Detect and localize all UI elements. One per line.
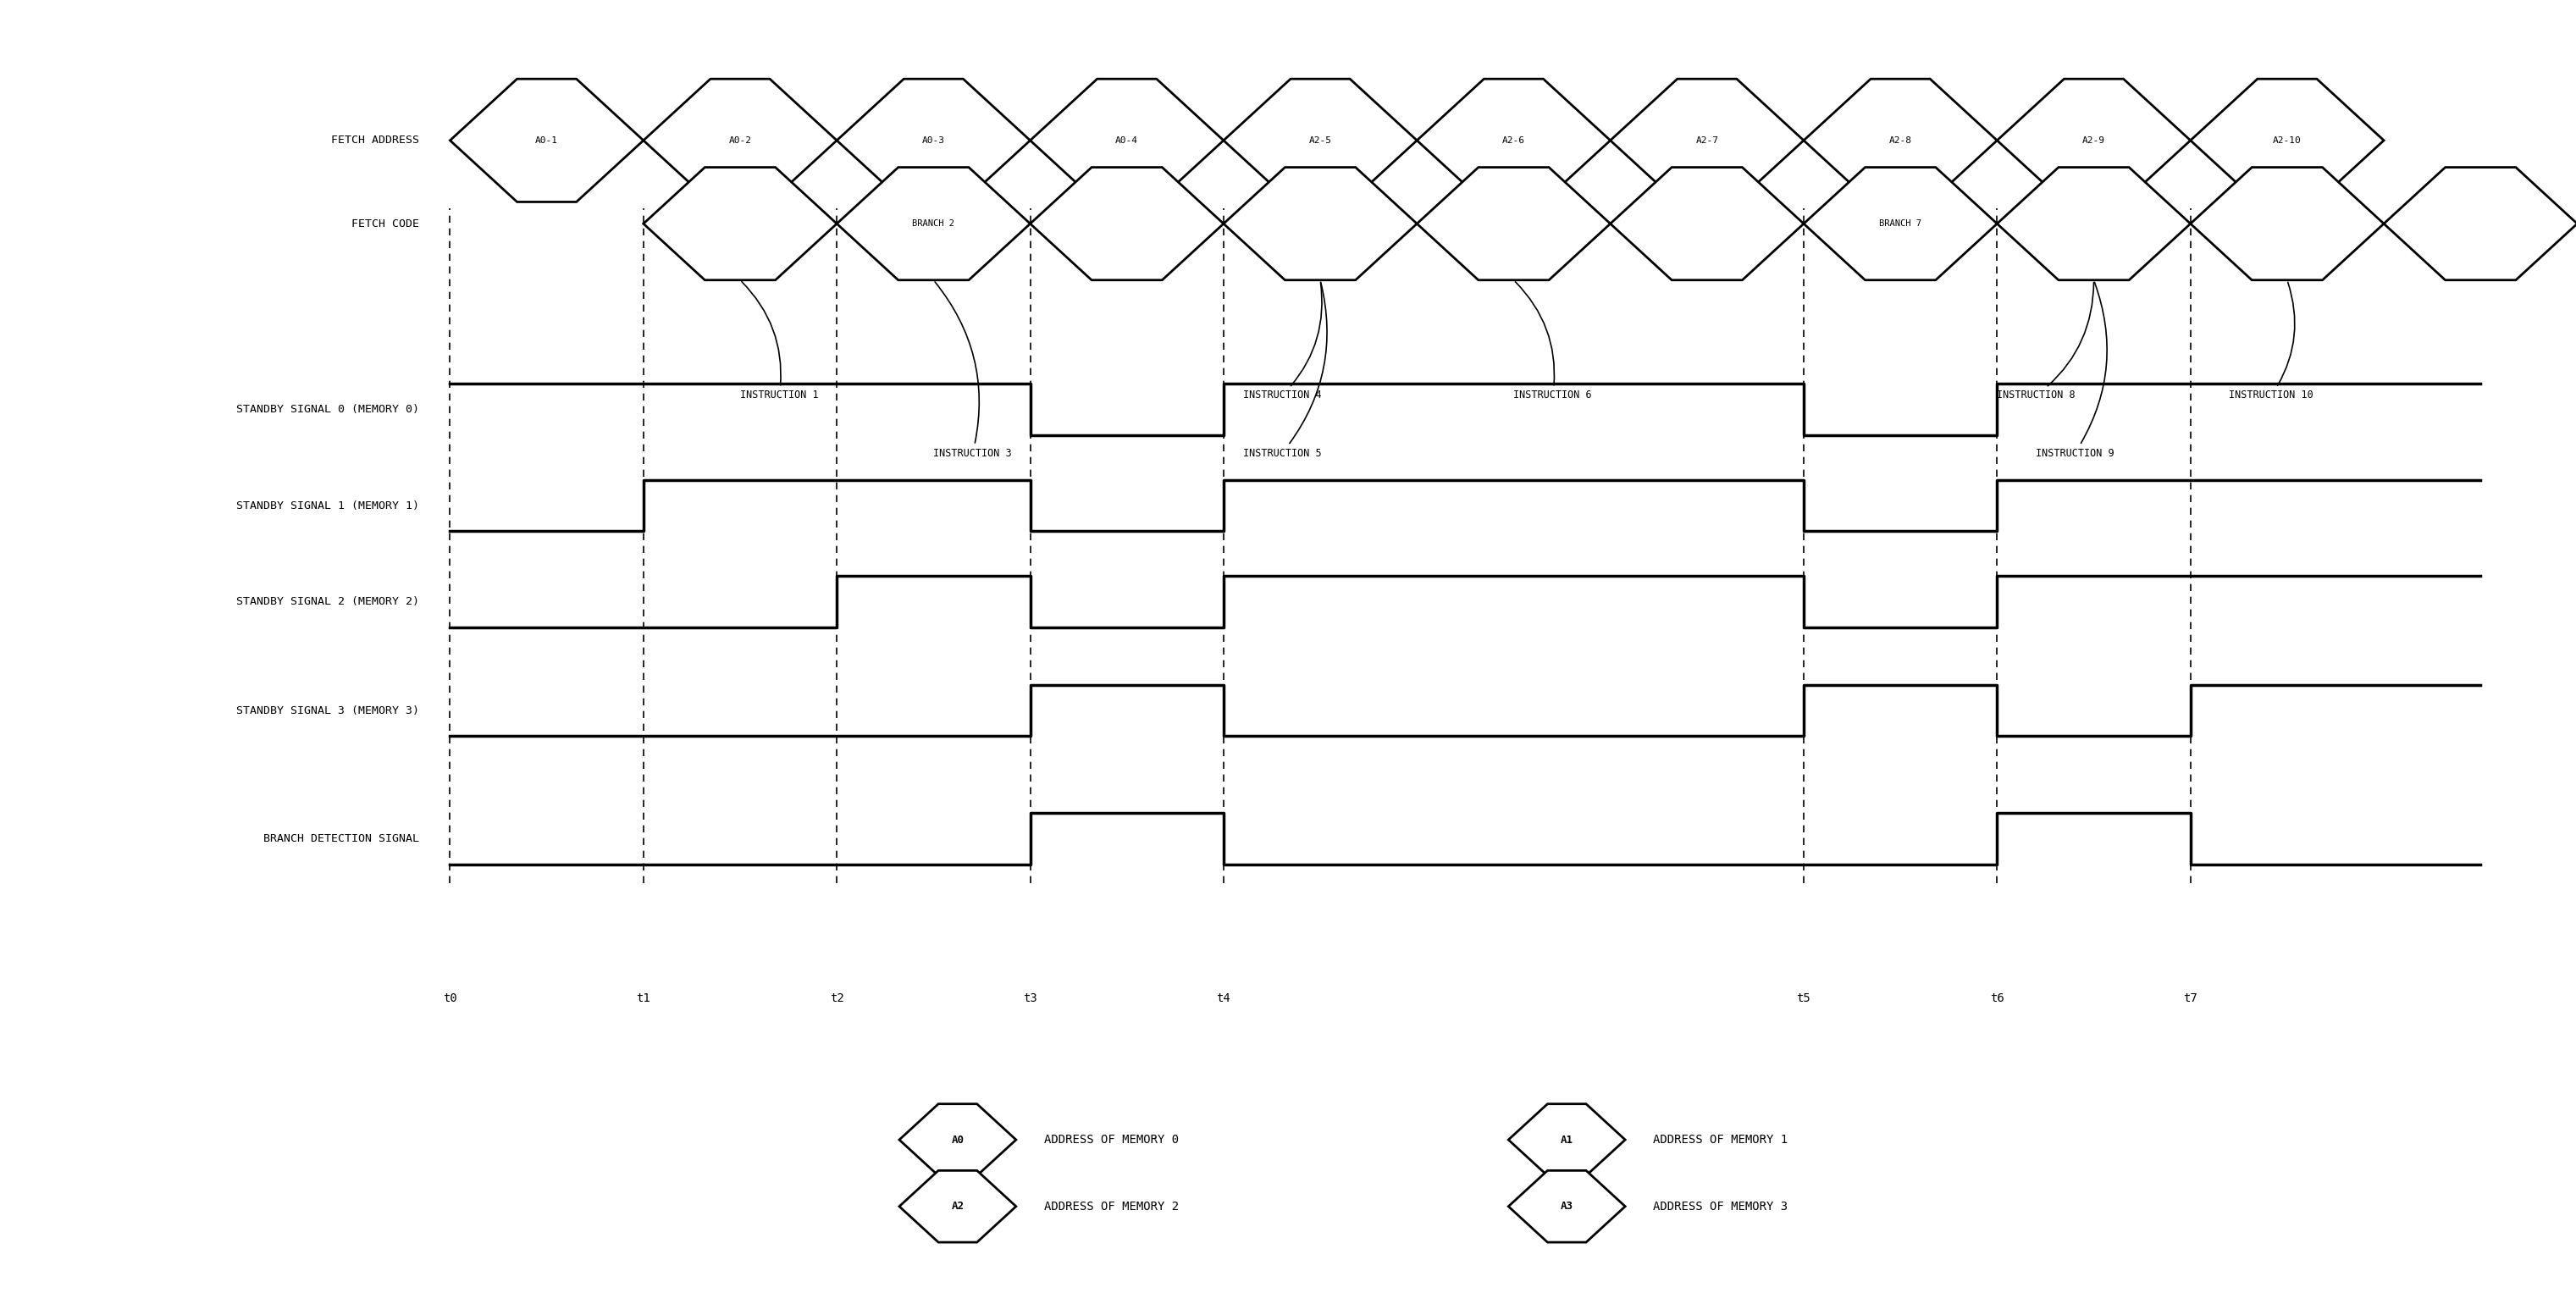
Polygon shape [1224,79,1417,202]
Text: t7: t7 [2184,993,2197,1005]
Text: t1: t1 [636,993,652,1005]
Text: A3: A3 [1561,1201,1574,1212]
Polygon shape [1510,1104,1625,1175]
Polygon shape [1417,167,1610,281]
Text: A0-2: A0-2 [729,136,752,145]
Polygon shape [1510,1170,1625,1243]
Text: t4: t4 [1216,993,1231,1005]
Text: A2-7: A2-7 [1695,136,1718,145]
Text: INSTRUCTION 1: INSTRUCTION 1 [739,282,819,401]
Text: FETCH CODE: FETCH CODE [353,219,420,229]
Text: t2: t2 [829,993,845,1005]
Polygon shape [899,1104,1015,1175]
Text: ADDRESS OF MEMORY 0: ADDRESS OF MEMORY 0 [1043,1134,1180,1146]
Text: INSTRUCTION 5: INSTRUCTION 5 [1242,282,1327,459]
Polygon shape [837,79,1030,202]
Text: t3: t3 [1023,993,1038,1005]
Polygon shape [644,79,837,202]
Polygon shape [2190,79,2383,202]
Polygon shape [1610,167,1803,281]
Polygon shape [899,1170,1015,1243]
Polygon shape [1610,79,1803,202]
Text: STANDBY SIGNAL 3 (MEMORY 3): STANDBY SIGNAL 3 (MEMORY 3) [237,705,420,716]
Text: INSTRUCTION 9: INSTRUCTION 9 [2035,282,2115,459]
Text: STANDBY SIGNAL 2 (MEMORY 2): STANDBY SIGNAL 2 (MEMORY 2) [237,596,420,608]
Polygon shape [837,167,1030,281]
Text: ADDRESS OF MEMORY 3: ADDRESS OF MEMORY 3 [1654,1200,1788,1213]
Text: ADDRESS OF MEMORY 1: ADDRESS OF MEMORY 1 [1654,1134,1788,1146]
Text: A0: A0 [951,1134,963,1146]
Text: BRANCH 7: BRANCH 7 [1880,220,1922,228]
Text: INSTRUCTION 8: INSTRUCTION 8 [1996,282,2094,401]
Text: FETCH ADDRESS: FETCH ADDRESS [332,134,420,146]
Text: t6: t6 [1991,993,2004,1005]
Text: INSTRUCTION 6: INSTRUCTION 6 [1515,282,1592,401]
Polygon shape [1803,79,1996,202]
Text: t5: t5 [1795,993,1811,1005]
Polygon shape [1417,79,1610,202]
Text: INSTRUCTION 3: INSTRUCTION 3 [933,282,1012,459]
Text: A2-5: A2-5 [1309,136,1332,145]
Text: t0: t0 [443,993,456,1005]
Text: A2: A2 [951,1201,963,1212]
Polygon shape [2383,167,2576,281]
Polygon shape [644,167,837,281]
Text: A2-8: A2-8 [1888,136,1911,145]
Polygon shape [1803,167,1996,281]
Text: STANDBY SIGNAL 0 (MEMORY 0): STANDBY SIGNAL 0 (MEMORY 0) [237,403,420,415]
Text: A2-10: A2-10 [2272,136,2300,145]
Text: STANDBY SIGNAL 1 (MEMORY 1): STANDBY SIGNAL 1 (MEMORY 1) [237,500,420,511]
Polygon shape [1030,167,1224,281]
Text: A0-4: A0-4 [1115,136,1139,145]
Polygon shape [1996,79,2190,202]
Text: A1: A1 [1561,1134,1574,1146]
Text: ADDRESS OF MEMORY 2: ADDRESS OF MEMORY 2 [1043,1200,1180,1213]
Polygon shape [1030,79,1224,202]
Text: A0-1: A0-1 [536,136,559,145]
Polygon shape [451,79,644,202]
Polygon shape [2190,167,2383,281]
Text: INSTRUCTION 10: INSTRUCTION 10 [2228,282,2313,401]
Text: BRANCH 2: BRANCH 2 [912,220,956,228]
Text: BRANCH DETECTION SIGNAL: BRANCH DETECTION SIGNAL [263,833,420,844]
Text: A2-6: A2-6 [1502,136,1525,145]
Text: A2-9: A2-9 [2081,136,2105,145]
Text: A0-3: A0-3 [922,136,945,145]
Polygon shape [1224,167,1417,281]
Text: INSTRUCTION 4: INSTRUCTION 4 [1242,282,1321,401]
Polygon shape [1996,167,2190,281]
